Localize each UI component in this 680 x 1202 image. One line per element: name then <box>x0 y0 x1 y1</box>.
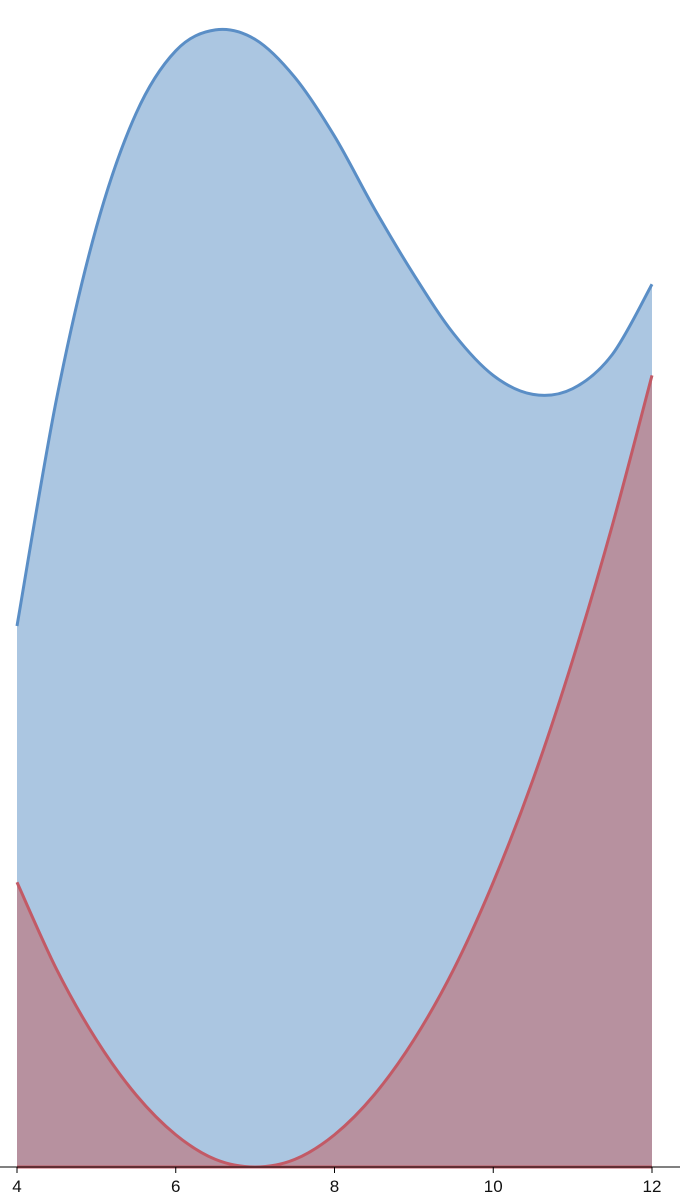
x-tick-label: 10 <box>484 1177 503 1196</box>
area-fills <box>17 29 652 1168</box>
x-tick-label: 6 <box>171 1177 180 1196</box>
x-tick-label: 12 <box>643 1177 662 1196</box>
series-2-line <box>15 375 654 1169</box>
series-2-area <box>17 375 652 1167</box>
x-tick-label: 8 <box>330 1177 339 1196</box>
x-tick-label: 4 <box>12 1177 21 1196</box>
x-axis: 4 6 8 10 12 <box>0 1166 680 1196</box>
series-1-line <box>15 27 654 627</box>
